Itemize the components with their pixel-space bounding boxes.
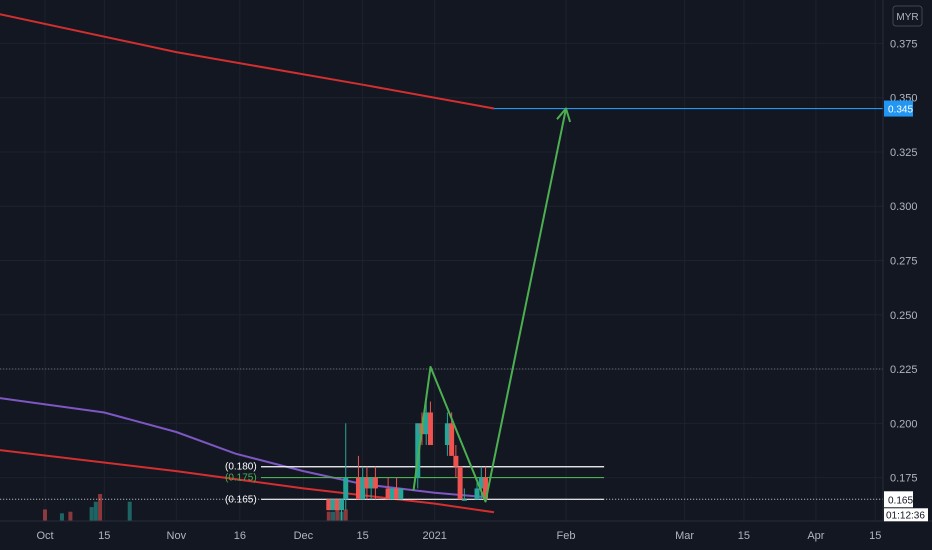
x-tick-label: 15 xyxy=(869,530,881,542)
price-badge xyxy=(884,100,913,117)
y-tick-label: 0.375 xyxy=(890,38,918,50)
candle-body xyxy=(368,477,374,489)
candle-body xyxy=(415,423,421,478)
x-tick-label: 15 xyxy=(98,530,110,542)
currency-label: MYR xyxy=(896,12,918,23)
projection-arrowhead xyxy=(556,107,572,123)
candle-body xyxy=(385,488,391,500)
countdown-badge xyxy=(884,508,928,522)
x-tick-label: 2021 xyxy=(422,530,446,542)
candle-body xyxy=(339,499,345,511)
candle-body xyxy=(398,488,404,500)
candle-body xyxy=(389,488,395,500)
x-tick-label: Apr xyxy=(807,530,824,542)
level-label: (0.180) xyxy=(225,462,257,473)
y-tick-label: 0.250 xyxy=(890,310,918,322)
candle-body xyxy=(394,488,400,500)
y-tick-label: 0.200 xyxy=(890,418,918,430)
candle-body xyxy=(449,423,455,456)
volume-bar xyxy=(98,494,103,521)
volume-bar xyxy=(93,501,98,521)
volume-bar xyxy=(343,509,348,521)
moving-average-line xyxy=(0,13,495,110)
candle-body xyxy=(423,412,429,435)
x-tick-label: Nov xyxy=(167,530,187,542)
x-tick-label: 15 xyxy=(357,530,369,542)
candle-body xyxy=(444,423,450,446)
candle-body xyxy=(355,477,361,500)
currency-button[interactable]: MYR xyxy=(892,5,923,27)
x-tick-label: 15 xyxy=(738,530,750,542)
volume-bar xyxy=(335,507,340,521)
x-tick-label: Dec xyxy=(294,530,314,542)
candle-body xyxy=(364,477,370,489)
price-badge-label: 0.345 xyxy=(888,105,913,116)
candle-body xyxy=(483,477,489,500)
y-tick-label: 0.225 xyxy=(890,364,918,376)
volume-bar xyxy=(89,507,94,521)
candle-body xyxy=(343,477,349,500)
x-tick-label: 16 xyxy=(234,530,246,542)
candle-body xyxy=(457,466,463,500)
y-tick-label: 0.275 xyxy=(890,256,918,268)
y-tick-label: 0.325 xyxy=(890,147,918,159)
candle-body xyxy=(453,455,459,467)
candle-body xyxy=(461,499,467,501)
candle-body xyxy=(372,477,378,489)
candle-body xyxy=(478,477,484,489)
moving-average-line xyxy=(0,449,495,514)
y-tick-label: 0.300 xyxy=(890,201,918,213)
candle-body xyxy=(427,412,433,446)
x-tick-label: Feb xyxy=(557,530,576,542)
candle-body xyxy=(330,499,336,511)
price-badge-label: 0.165 xyxy=(888,495,913,506)
y-tick-label: 0.175 xyxy=(890,473,918,485)
volume-bar xyxy=(127,501,132,521)
volume-bar xyxy=(331,511,336,521)
x-tick-label: Oct xyxy=(36,530,53,542)
candle-body xyxy=(474,488,480,500)
candle-body xyxy=(360,477,366,500)
volume-bar xyxy=(43,509,47,521)
volume-bar xyxy=(68,511,73,521)
candle-body xyxy=(334,499,340,511)
level-label: (0.175) xyxy=(225,473,257,484)
countdown-label: 01:12:36 xyxy=(886,510,925,521)
volume-bar xyxy=(326,511,331,521)
volume-bar xyxy=(59,513,64,521)
x-tick-label: Mar xyxy=(675,530,694,542)
candle-body xyxy=(326,499,332,511)
price-badge xyxy=(884,491,913,508)
projection-path xyxy=(412,108,567,503)
moving-average-line xyxy=(0,397,486,499)
